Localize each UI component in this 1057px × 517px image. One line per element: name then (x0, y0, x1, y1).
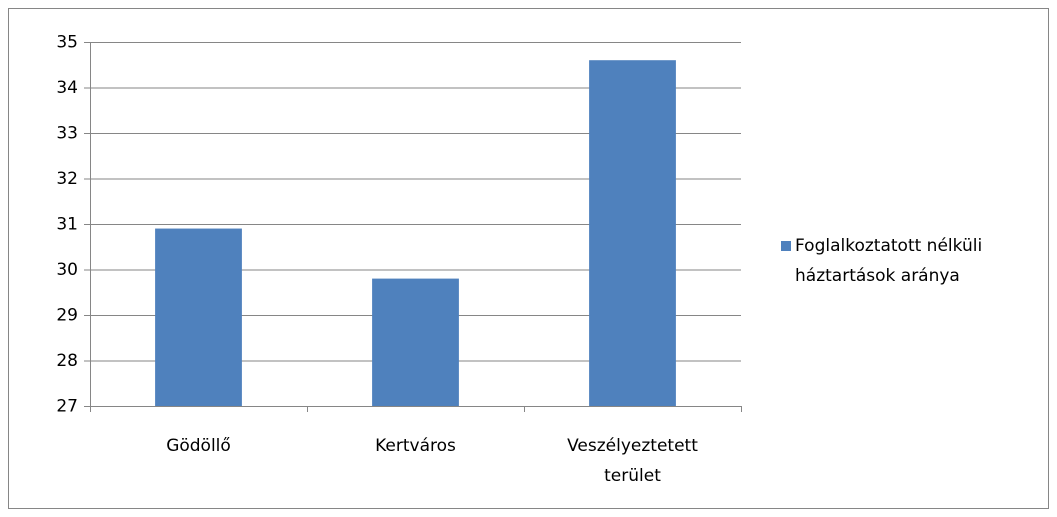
legend-swatch (781, 241, 791, 251)
y-tick-label: 35 (56, 33, 78, 53)
y-tick-label: 33 (56, 124, 78, 144)
legend-label: Foglalkoztatott nélküli háztartások arán… (795, 236, 983, 286)
y-tick-label: 29 (56, 306, 78, 326)
bar (372, 278, 459, 406)
y-tick-label: 32 (56, 169, 78, 189)
y-tick-label: 27 (56, 397, 78, 417)
x-tick-label: Veszélyeztetett terület (567, 436, 698, 486)
x-tick-label: Kertváros (375, 436, 456, 456)
y-tick-label: 30 (56, 260, 78, 280)
y-tick-label: 31 (56, 215, 78, 235)
x-tick-label: Gödöllő (166, 436, 231, 456)
bar (589, 60, 676, 406)
y-tick-label: 34 (56, 78, 78, 98)
y-tick-label: 28 (56, 351, 78, 371)
bar (155, 228, 242, 406)
